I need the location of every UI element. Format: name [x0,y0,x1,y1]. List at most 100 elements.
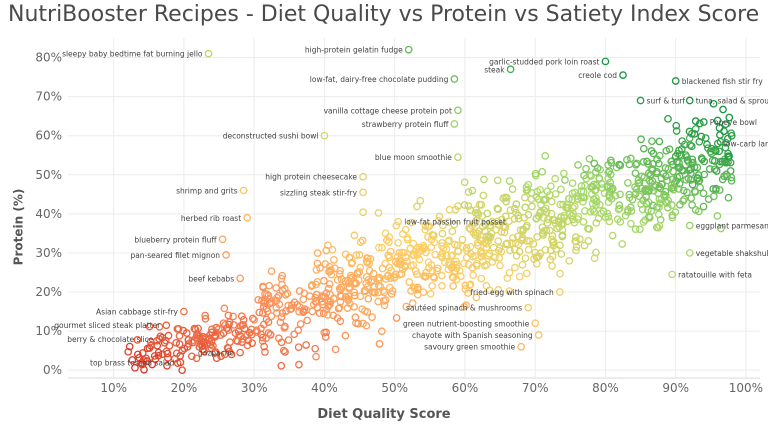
recipe-point [494,286,503,294]
recipe-point [303,316,312,325]
recipe-point [573,215,582,223]
labeled-recipe-point [555,288,564,296]
recipe-point [346,299,354,308]
recipe-point [267,312,276,321]
recipe-point [465,224,474,232]
labeled-recipe-point [517,342,525,351]
recipe-point [428,282,437,290]
recipe-point [580,241,589,250]
recipe-point [380,297,388,305]
recipe-point [466,225,475,233]
labeled-recipe-point [454,153,462,162]
recipe-point [551,174,559,183]
y-tick-label: 80% [35,51,62,65]
recipe-point [639,158,648,166]
recipe-point [719,105,727,114]
recipe-point [523,221,531,230]
recipe-point [385,233,394,241]
recipe-label: top brass tossed salad [90,358,175,367]
recipe-point [409,261,418,269]
recipe-point [472,261,481,270]
recipe-label: high-protein gelatin fudge [305,46,403,55]
recipe-point [715,124,724,132]
labeled-recipe-point [534,331,543,339]
recipe-point [280,324,289,332]
recipe-point [312,266,321,274]
recipe-point [489,243,498,252]
recipe-point [688,201,696,209]
recipe-point [572,246,580,255]
recipe-point [367,278,376,286]
y-tick-label: 30% [35,246,62,260]
recipe-point [676,200,684,209]
recipe-point [295,360,303,369]
recipe-point [264,318,273,326]
recipe-point [572,233,580,242]
recipe-point [618,240,627,248]
recipe-point [124,347,133,356]
recipe-point [374,288,382,297]
recipe-point [631,225,640,234]
recipe-point [455,266,464,275]
recipe-point [145,322,154,331]
recipe-point [199,338,208,347]
recipe-point [217,352,225,361]
recipe-point [175,332,184,340]
recipe-point [695,119,704,128]
recipe-point [438,282,446,290]
recipe-point [308,307,317,316]
recipe-point [219,329,228,338]
recipe-point [187,352,196,361]
recipe-point [436,252,445,260]
recipe-point [626,154,635,163]
recipe-point [265,299,274,308]
recipe-point [579,218,588,226]
recipe-point [207,344,216,353]
recipe-point [616,218,625,226]
recipe-label: herbed rib roast [181,214,241,223]
recipe-point [359,208,367,217]
recipe-point [687,142,696,151]
recipe-point [239,335,247,343]
recipe-point [505,177,514,185]
recipe-point [545,226,554,235]
recipe-point [128,356,137,364]
x-tick-label: 20% [171,381,198,395]
recipe-point [483,209,492,218]
recipe-point [354,319,362,328]
labeled-recipe-point [454,106,462,115]
recipe-point [661,172,670,181]
recipe-point [352,251,361,259]
recipe-point [540,195,549,204]
recipe-point [524,245,533,254]
recipe-point [656,184,665,193]
recipe-point [178,366,187,375]
x-tick-label: 70% [522,381,549,395]
recipe-point [323,298,332,306]
recipe-point [569,215,577,224]
recipe-point [585,154,594,163]
recipe-point [290,330,299,339]
recipe-point [596,200,604,209]
recipe-point [462,244,471,252]
labeled-recipe-point [239,186,248,195]
recipe-point [163,361,171,370]
recipe-point [520,193,529,202]
recipe-point [636,225,644,234]
recipe-point [543,187,552,196]
recipe-point [668,157,676,166]
recipe-point [323,311,332,319]
recipe-point [703,140,711,149]
recipe-point [541,204,550,213]
recipe-point [392,314,401,322]
recipe-point [403,233,412,242]
recipe-point [370,288,378,296]
recipe-point [679,186,688,195]
x-tick-label: 50% [381,381,408,395]
recipe-point [277,361,286,370]
recipe-point [172,338,181,347]
recipe-point [475,227,484,235]
recipe-point [606,178,615,187]
recipe-point [495,254,504,262]
